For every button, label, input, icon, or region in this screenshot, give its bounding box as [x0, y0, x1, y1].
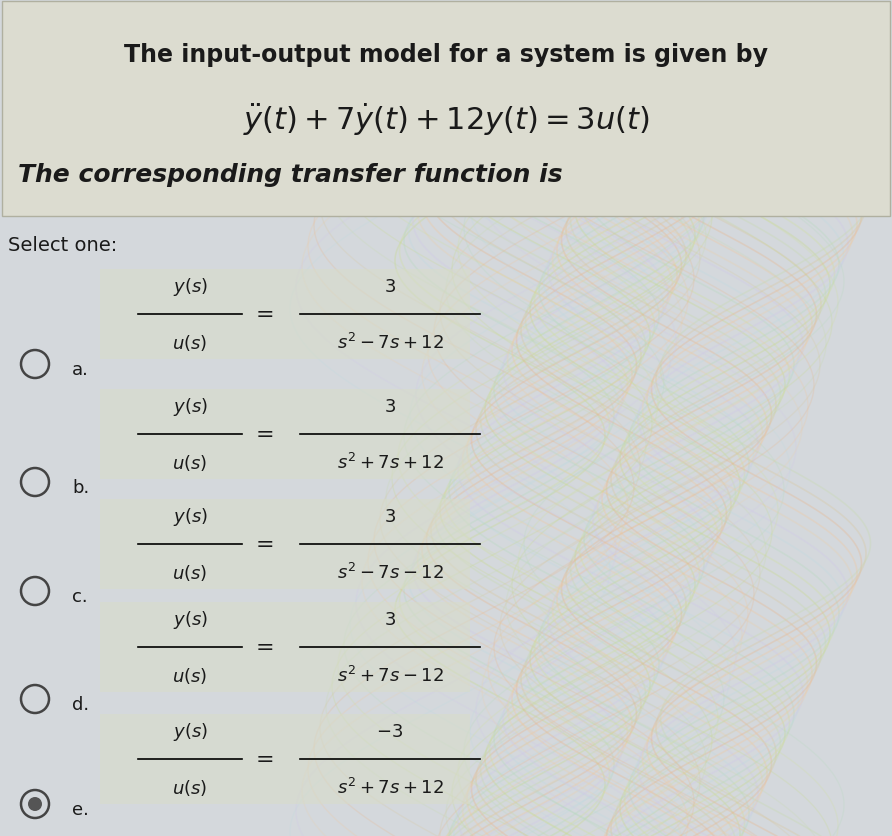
- Bar: [100, 602, 470, 692]
- Bar: [2, 2, 890, 217]
- Text: a.: a.: [72, 360, 89, 379]
- Text: =: =: [256, 749, 275, 769]
- Text: =: =: [256, 534, 275, 554]
- Text: $s^2+7s-12$: $s^2+7s-12$: [336, 665, 443, 686]
- Text: $y(s)$: $y(s)$: [172, 609, 208, 630]
- Text: $-3$: $-3$: [376, 722, 403, 740]
- Text: $s^2-7s-12$: $s^2-7s-12$: [336, 563, 443, 583]
- Text: $u(s)$: $u(s)$: [172, 452, 208, 472]
- Text: c.: c.: [72, 588, 87, 605]
- Text: 3: 3: [384, 398, 396, 415]
- Text: Select one:: Select one:: [8, 235, 117, 254]
- Text: 3: 3: [384, 507, 396, 525]
- Text: =: =: [256, 304, 275, 324]
- Text: $u(s)$: $u(s)$: [172, 665, 208, 686]
- Text: 3: 3: [384, 278, 396, 296]
- Text: The input-output model for a system is given by: The input-output model for a system is g…: [124, 43, 768, 67]
- Text: $u(s)$: $u(s)$: [172, 333, 208, 353]
- Text: e.: e.: [72, 800, 89, 818]
- Text: $y(s)$: $y(s)$: [172, 276, 208, 298]
- Text: 3: 3: [384, 610, 396, 628]
- Text: $s^2+7s+12$: $s^2+7s+12$: [336, 452, 443, 472]
- Text: $y(s)$: $y(s)$: [172, 720, 208, 742]
- Text: $y(s)$: $y(s)$: [172, 506, 208, 528]
- Bar: [100, 390, 470, 479]
- Bar: [100, 499, 470, 589]
- Text: d.: d.: [72, 696, 89, 713]
- Text: b.: b.: [72, 478, 89, 497]
- Circle shape: [28, 797, 42, 811]
- Text: $s^2+7s+12$: $s^2+7s+12$: [336, 777, 443, 797]
- Text: $s^2-7s+12$: $s^2-7s+12$: [336, 333, 443, 353]
- Text: $y(s)$: $y(s)$: [172, 395, 208, 417]
- Bar: [100, 714, 470, 804]
- Bar: [100, 270, 470, 359]
- Text: The corresponding transfer function is: The corresponding transfer function is: [18, 163, 563, 186]
- Text: $u(s)$: $u(s)$: [172, 777, 208, 797]
- Text: $u(s)$: $u(s)$: [172, 563, 208, 583]
- Text: $\ddot{y}(t) + 7\dot{y}(t) + 12y(t) = 3u(t)$: $\ddot{y}(t) + 7\dot{y}(t) + 12y(t) = 3u…: [243, 101, 649, 138]
- Text: =: =: [256, 637, 275, 657]
- Text: =: =: [256, 425, 275, 445]
